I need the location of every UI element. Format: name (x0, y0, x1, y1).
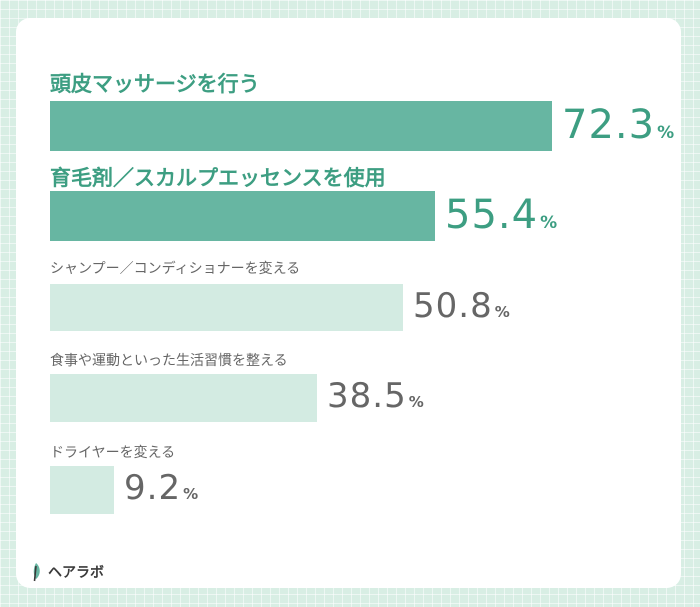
value-unit: % (657, 123, 675, 143)
bar (50, 191, 435, 241)
category-label: 食事や運動といった生活習慣を整える (50, 353, 288, 369)
bar (50, 374, 317, 422)
category-label: 育毛剤／スカルプエッセンスを使用 (50, 166, 386, 190)
value-label: 9.2% (124, 468, 198, 508)
value-label: 38.5% (327, 376, 424, 416)
value-label: 55.4% (445, 192, 557, 238)
value-unit: % (494, 303, 510, 321)
value-label: 72.3% (562, 102, 674, 148)
value-number: 9.2 (124, 468, 182, 508)
leaf-icon (33, 563, 40, 582)
brand-logo: ヘアラボ (28, 561, 104, 583)
value-number: 38.5 (327, 376, 407, 416)
bar (50, 466, 114, 514)
value-unit: % (540, 213, 558, 233)
value-unit: % (183, 485, 199, 503)
category-label: シャンプー／コンディショナーを変える (50, 261, 301, 277)
brand-name: ヘアラボ (48, 565, 104, 581)
value-number: 55.4 (445, 192, 539, 238)
value-label: 50.8% (413, 286, 510, 326)
bar (50, 101, 552, 151)
category-label: 頭皮マッサージを行う (50, 72, 260, 96)
value-number: 72.3 (562, 102, 656, 148)
value-unit: % (408, 393, 424, 411)
value-number: 50.8 (413, 286, 493, 326)
category-label: ドライヤーを変える (50, 445, 176, 461)
bar (50, 284, 403, 331)
